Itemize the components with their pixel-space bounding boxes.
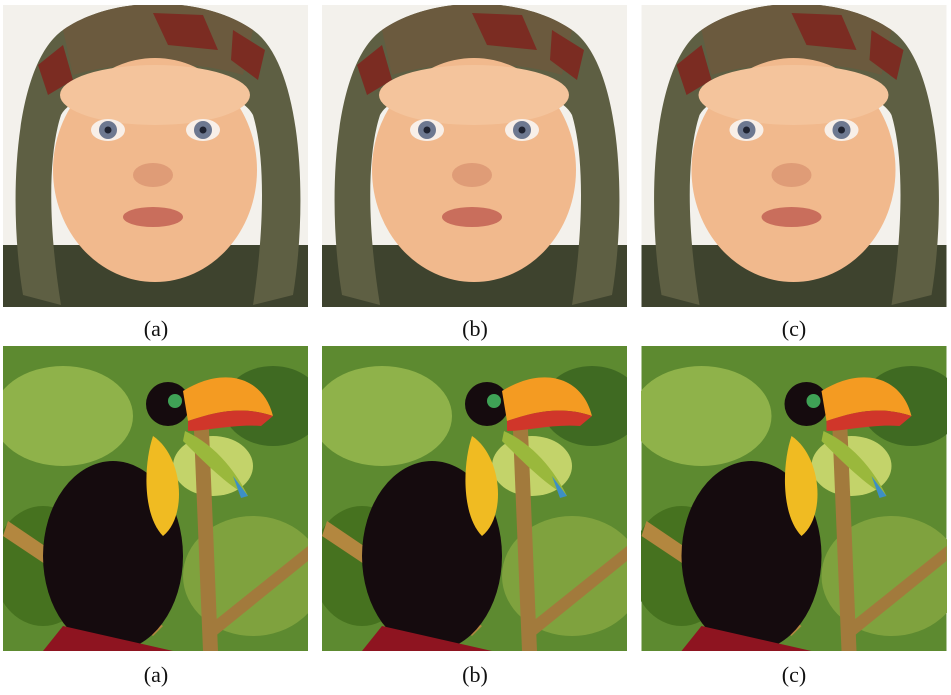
image-baby (642, 4, 947, 307)
caption: (c) (782, 316, 806, 341)
caption: (c) (782, 662, 806, 687)
image-baby (3, 4, 308, 307)
image-toucan (632, 346, 951, 651)
caption: (b) (462, 316, 488, 341)
caption: (a) (144, 316, 168, 341)
caption: (a) (144, 662, 168, 687)
image-toucan (312, 346, 642, 651)
image-toucan (0, 346, 323, 651)
image-baby (322, 4, 627, 307)
caption: (b) (462, 662, 488, 687)
